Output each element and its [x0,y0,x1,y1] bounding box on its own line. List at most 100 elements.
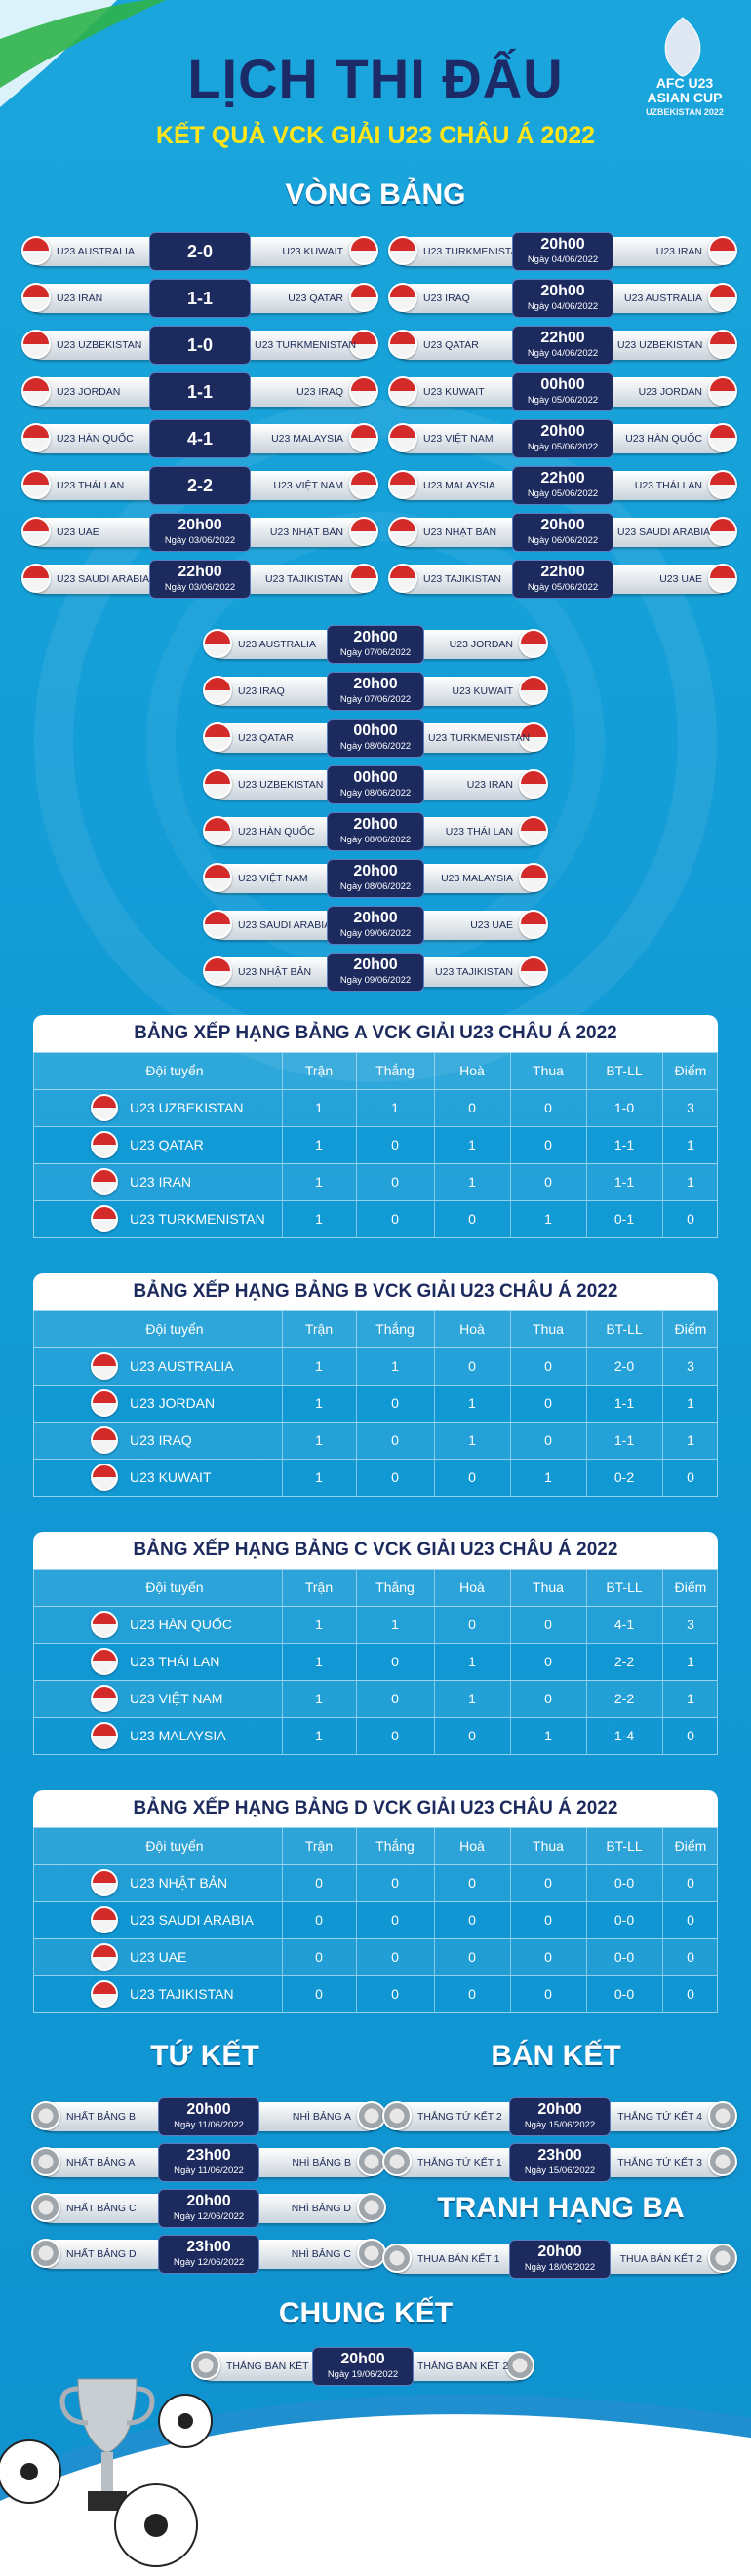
column-separator [356,1164,357,1200]
column-header: Trận [304,1838,334,1854]
stat: 0 [544,1174,552,1190]
stat: 0 [544,1617,552,1632]
home-team: THẮNG TỨ KẾT 1 [417,2157,502,2168]
match-info: 20h00 Ngày 06/06/2022 [512,513,613,552]
section-heading: VÒNG BẢNG [285,178,466,211]
match-info: 20h00 Ngày 05/06/2022 [512,419,613,458]
home-team: U23 AUSTRALIA [57,246,135,257]
match: NHẤT BẢNG C NHÌ BẢNG D 20h00 Ngày 12/06/202… [31,2189,386,2228]
section-heading: TỨ KẾT [150,2040,259,2072]
column-separator [586,1644,587,1680]
match-info: 00h00 Ngày 08/06/2022 [327,719,424,758]
column-separator [282,1865,283,1901]
kickoff-time: 23h00 [537,2147,582,2164]
column-separator [662,1976,663,2012]
stat: 1 [687,1395,694,1411]
match-date: Ngày 05/06/2022 [527,488,599,499]
match: U23 QATAR U23 TURKMENISTAN 00h00 Ngày 08/06… [203,719,548,758]
flag [519,769,548,799]
match-info: 23h00 Ngày 11/06/2022 [158,2143,259,2182]
stat: 0 [468,1100,476,1115]
header-row: Đội tuyển Trận Thắng Hoà Thua BT-LL Điểm [34,1052,717,1089]
column-separator [662,1053,663,1089]
column-header: Điểm [674,1838,707,1854]
away-team: U23 NHẬT BẢN [269,527,343,538]
column-separator [510,1460,511,1496]
column-separator [282,1127,283,1163]
away-team: U23 UZBEKISTAN [617,339,703,351]
match: THUA BÁN KẾT 1 THUA BÁN KẾT 2 20h00 Ngày 18… [382,2240,737,2279]
flag [203,769,232,799]
flag [91,1389,118,1417]
stat: 1 [687,1654,694,1669]
match: U23 UZBEKISTAN U23 TURKMENISTAN 1-0 [21,326,378,365]
logo-line: UZBEKISTAN 2022 [646,107,724,117]
column-separator [662,1902,663,1938]
flag [505,2351,534,2380]
column-separator [434,1348,435,1385]
column-header: Thua [533,1321,564,1337]
match: U23 JORDAN U23 IRAQ 1-1 [21,372,378,411]
flag [31,2101,60,2130]
stat: 0 [468,1728,476,1743]
match-date: Ngày 11/06/2022 [174,2166,244,2176]
stat: 3 [687,1617,694,1632]
match-info: 20h00 Ngày 15/06/2022 [509,2097,611,2136]
flag [91,1352,118,1380]
column-separator [586,1718,587,1754]
stat: 0 [687,1728,694,1743]
match-info: 20h00 Ngày 03/06/2022 [149,513,251,552]
stat: 1 [315,1211,323,1227]
stat: 0 [544,1875,552,1891]
flag [349,564,378,593]
column-separator [434,1681,435,1717]
stat: 0 [315,1912,323,1928]
column-separator [510,1718,511,1754]
flag [708,470,737,499]
flag [91,1906,118,1933]
stat: 1 [468,1432,476,1448]
column-separator [586,1976,587,2012]
table-row: U23 QATAR 1 0 1 0 1-1 1 [34,1126,717,1163]
team-name: U23 VIỆT NAM [130,1691,223,1706]
stat: 0 [544,1100,552,1115]
column-separator [282,1423,283,1459]
kickoff-time: 00h00 [353,722,398,739]
match-date: Ngày 04/06/2022 [527,301,599,312]
flag [357,2239,386,2268]
kickoff-time: 22h00 [540,470,585,487]
flag [91,1131,118,1158]
column-separator [586,1460,587,1496]
away-team: U23 TAJIKISTAN [265,573,343,585]
match-info: 23h00 Ngày 12/06/2022 [158,2235,259,2274]
flag [519,676,548,705]
stat: 0 [687,1986,694,2002]
flag [203,956,232,986]
column-separator [510,1053,511,1089]
header-row: Đội tuyển Trận Thắng Hoà Thua BT-LL Điểm [34,1569,717,1606]
column-separator [662,1718,663,1754]
column-separator [586,1348,587,1385]
stat: 1-4 [613,1728,635,1743]
flag [382,2101,412,2130]
table-row: U23 TAJIKISTAN 0 0 0 0 0-0 0 [34,1975,717,2012]
score: 2-2 [186,476,213,495]
column-header: Hoà [459,1838,485,1854]
table-row: U23 AUSTRALIA 1 1 0 0 2-0 3 [34,1347,717,1385]
column-separator [662,1865,663,1901]
column-separator [356,1865,357,1901]
column-separator [282,1902,283,1938]
column-separator [356,1423,357,1459]
column-separator [662,1201,663,1237]
table-title: BẢNG XẾP HẠNG BẢNG A VCK GIẢI U23 CHÂU Á… [33,1015,718,1052]
column-separator [434,1386,435,1422]
match: THẮNG TỨ KẾT 1 THẮNG TỨ KẾT 3 23h00 Ngày 15… [382,2143,737,2182]
match-info: 20h00 Ngày 08/06/2022 [327,812,424,851]
section-heading: BÁN KẾT [491,2040,621,2072]
match: U23 AUSTRALIA U23 KUWAIT 2-0 [21,232,378,271]
column-separator [662,1127,663,1163]
flag [349,283,378,312]
stat: 1 [315,1728,323,1743]
match-info: 00h00 Ngày 05/06/2022 [512,372,613,411]
